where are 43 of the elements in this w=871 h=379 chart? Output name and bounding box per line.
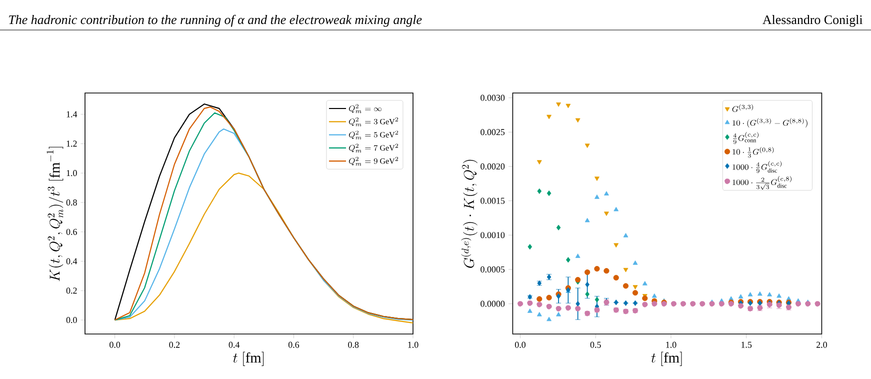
legend-label: $1000\cdot\tfrac{2}{3\sqrt{3}}G^{(c,8)}_{\mathrm{disc}}$ xyxy=(732,176,792,190)
x-tick-label: 0.8 xyxy=(348,342,359,348)
x-tick-label: 2.0 xyxy=(816,342,827,348)
y-tick-label: 0.0015 xyxy=(480,198,505,204)
x-tick-label: 1.0 xyxy=(666,342,676,348)
x-axis-title: $t\ [\mathrm{fm}]$ xyxy=(651,352,682,366)
legend-label: $10\cdot(G^{(3,3)}-G^{(8,8)})$ xyxy=(732,118,808,128)
y-tick-label: 0.0020 xyxy=(480,163,505,170)
y-tick-label: 0.0000 xyxy=(480,300,505,307)
legend-label: $Q^2_m = 5\ \mathrm{GeV}^2$ xyxy=(348,130,398,140)
legend-label: $10\cdot\tfrac{1}{3}G^{(0,8)}$ xyxy=(732,147,774,158)
legend-label: $Q^2_m = 3\ \mathrm{GeV}^2$ xyxy=(348,117,398,126)
x-tick-label: 1.0 xyxy=(408,342,418,348)
x-tick-label: 0.4 xyxy=(228,342,240,348)
legend-label: $Q^2_m = 9\ \mathrm{GeV}^2$ xyxy=(348,156,398,166)
y-tick-label: 0.0010 xyxy=(480,232,505,238)
legend-label: $G^{(3,3)}$ xyxy=(732,104,754,112)
y-tick-label: 0.0030 xyxy=(480,94,505,101)
y-tick-label: 0.0 xyxy=(66,316,77,324)
y-tick-label: 0.0005 xyxy=(480,266,505,272)
legend-label: $1000\cdot\tfrac{4}{9}G^{(c,c)}_{\mathrm{disc}}$ xyxy=(732,160,782,173)
legend-label: $Q^2_m = \infty$ xyxy=(348,104,382,114)
y-tick-label: 1.2 xyxy=(66,140,77,147)
x-tick-label: 0.6 xyxy=(288,342,300,348)
y-axis-title: $G^{(d,e)}(t)\cdot K(t,Q^2)$ xyxy=(461,160,478,268)
y-tick-label: 1.0 xyxy=(66,170,77,176)
x-tick-label: 0.0 xyxy=(110,342,120,348)
x-axis-title: $t\ [\mathrm{fm}]$ xyxy=(233,352,264,366)
y-tick-label: 1.4 xyxy=(66,111,78,118)
x-tick-label: 0.0 xyxy=(514,342,526,348)
text: Alessandro Conigli xyxy=(762,15,863,27)
y-tick-label: 0.8 xyxy=(66,199,77,206)
x-tick-label: 1.5 xyxy=(742,342,752,348)
text: The hadronic contribution to the running of α and the electroweak mixing angle xyxy=(9,14,422,27)
legend-label: $Q^2_m = 7\ \mathrm{GeV}^2$ xyxy=(348,144,398,153)
y-axis-title: $K(t,Q^2,Q_m^2)/t^3\ [\mathrm{fm}^{-1}]$ xyxy=(46,146,64,282)
y-tick-label: 0.2 xyxy=(66,288,77,294)
legend-label: $\tfrac{4}{9}G^{(c,c)}_{\mathrm{conn}}$ xyxy=(733,132,758,144)
y-tick-label: 0.0025 xyxy=(480,129,505,136)
y-tick-label: 0.4 xyxy=(66,258,78,264)
y-tick-label: 0.6 xyxy=(66,228,77,235)
x-tick-label: 0.2 xyxy=(169,342,180,348)
x-tick-label: 0.5 xyxy=(590,342,601,348)
